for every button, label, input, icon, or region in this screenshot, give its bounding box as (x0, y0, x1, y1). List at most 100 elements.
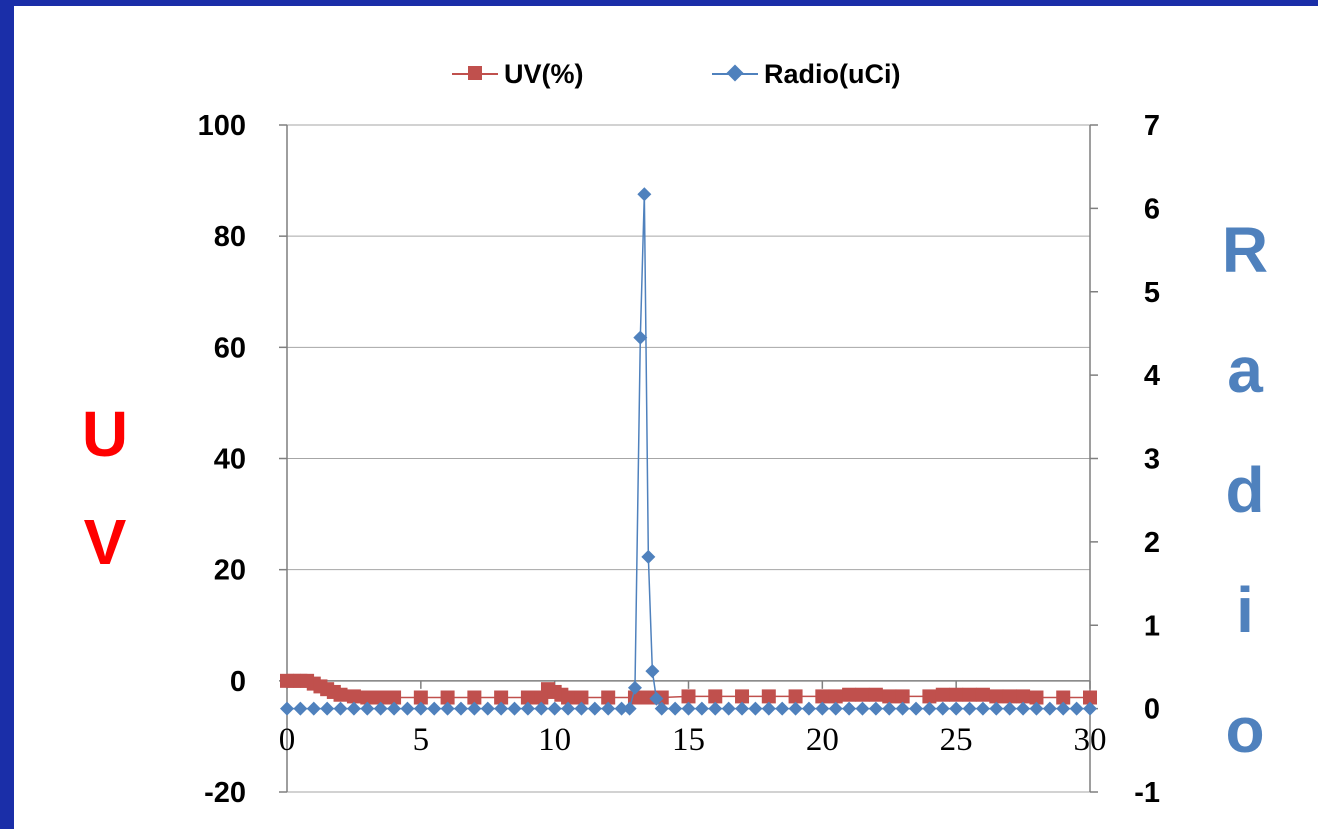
radio-point-0 (280, 701, 294, 716)
uv-point-8 (333, 687, 348, 702)
radio-point-36 (694, 701, 709, 716)
radio-point-64 (1069, 701, 1084, 716)
uv-point-38 (855, 687, 870, 702)
uv-point-51 (1056, 690, 1071, 705)
radio-point-21 (561, 701, 576, 716)
x-tick-label-1: 5 (413, 722, 430, 758)
radio-point-20 (547, 701, 562, 716)
right-tick-label-5: 4 (1144, 360, 1160, 392)
left-axis-ticks: -20 0 20 40 60 80 100 (198, 110, 287, 809)
uv-point-12 (387, 690, 402, 705)
x-tick-label-3: 15 (672, 722, 705, 758)
left-tick-label-3: 40 (214, 444, 246, 476)
radio-point-10 (413, 701, 428, 716)
right-tick-label-8: 7 (1144, 110, 1160, 142)
right-tick-label-0: -1 (1134, 777, 1160, 809)
radio-point-44 (801, 701, 816, 716)
radio-point-32 (649, 691, 664, 706)
uv-point-42 (922, 689, 937, 704)
uv-point-35 (815, 689, 830, 704)
radio-point-4 (333, 701, 348, 716)
uv-point-48 (1002, 689, 1017, 704)
right-tick-label-4: 3 (1144, 444, 1160, 476)
axis-title-letter-0: U (81, 398, 129, 470)
radio-point-35 (681, 701, 696, 716)
radio-point-49 (868, 701, 883, 716)
right-tick-label-6: 5 (1144, 277, 1160, 309)
radio-point-15 (480, 701, 495, 716)
uv-point-14 (440, 690, 455, 705)
radio-point-46 (828, 701, 843, 716)
radio-point-39 (735, 701, 750, 716)
radio-point-48 (855, 701, 870, 716)
uv-point-22 (561, 690, 576, 705)
radio-point-65 (1083, 701, 1097, 716)
radio-point-3 (320, 701, 335, 716)
right-tick-label-7: 6 (1144, 193, 1160, 225)
radio-point-12 (440, 701, 455, 716)
axis-title-letter-1: V (83, 506, 127, 578)
radio-point-45 (815, 701, 830, 716)
x-tick-label-5: 25 (940, 722, 973, 758)
x-tick-label-4: 20 (806, 722, 839, 758)
x-tick-label-2: 10 (538, 722, 571, 758)
radio-point-37 (708, 701, 723, 716)
radio-point-25 (614, 701, 629, 716)
uv-point-40 (882, 689, 897, 704)
radio-point-56 (962, 701, 977, 716)
left-tick-label-1: 0 (230, 666, 246, 698)
radio-point-19 (534, 701, 549, 716)
uv-point-49 (1016, 689, 1031, 704)
right-axis-ticks: -1 0 1 2 3 4 5 6 7 (1090, 110, 1160, 809)
uv-point-10 (360, 690, 375, 705)
radio-point-18 (520, 701, 535, 716)
uv-point-33 (761, 689, 776, 704)
uv-point-30 (681, 689, 696, 704)
x-tick-label-6: 30 (1074, 722, 1107, 758)
radio-point-13 (453, 701, 468, 716)
legend-label-uv: UV(%) (504, 58, 584, 89)
radio-point-1 (293, 701, 308, 716)
uv-point-39 (868, 687, 883, 702)
radio-point-42 (775, 701, 790, 716)
legend-label-radio: Radio(uCi) (764, 58, 901, 89)
radio-point-62 (1042, 701, 1057, 716)
series-uv (280, 673, 1097, 705)
legend-item-radio: Radio(uCi) (712, 54, 900, 94)
radio-point-43 (788, 701, 803, 716)
radio-point-14 (467, 701, 482, 716)
radio-point-11 (427, 701, 442, 716)
left-tick-label-6: 100 (198, 110, 246, 142)
uv-point-52 (1083, 690, 1097, 705)
axis-title-letter-2: d (1225, 454, 1265, 526)
left-tick-label-5: 80 (214, 221, 246, 253)
uv-point-32 (735, 689, 750, 704)
radio-point-24 (601, 701, 616, 716)
uv-point-31 (708, 689, 723, 704)
uv-point-44 (949, 687, 964, 702)
radio-point-41 (761, 701, 776, 716)
radio-point-60 (1016, 701, 1031, 716)
legend-item-uv: UV(%) (452, 54, 584, 94)
uv-point-9 (346, 689, 361, 704)
uv-point-45 (962, 687, 977, 702)
radio-point-26 (622, 701, 637, 716)
uv-point-15 (467, 690, 482, 705)
x-tick-label-0: 0 (279, 722, 296, 758)
series-line-radio (287, 194, 1090, 710)
uv-point-37 (842, 687, 857, 702)
uv-point-41 (895, 689, 910, 704)
uv-point-43 (935, 687, 950, 702)
radio-point-5 (346, 701, 361, 716)
axis-title-letter-4: o (1225, 694, 1265, 766)
radio-point-7 (373, 701, 388, 716)
legend: UV(%) Radio(uCi) (0, 54, 1318, 94)
radio-point-33 (654, 701, 669, 716)
radio-point-52 (909, 701, 924, 716)
radio-point-63 (1056, 701, 1071, 716)
radio-point-8 (387, 701, 402, 716)
uv-point-24 (601, 690, 616, 705)
